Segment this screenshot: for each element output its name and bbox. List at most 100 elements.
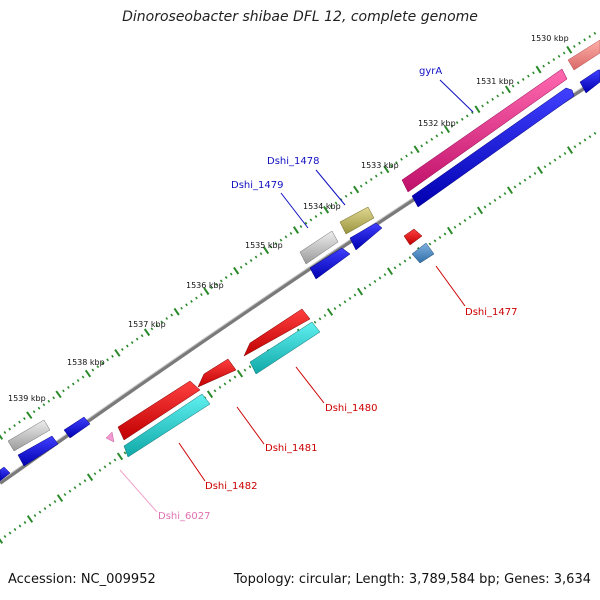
gene-feature-blue-1[interactable]	[579, 69, 600, 94]
gene-label-Dshi_1478[interactable]: Dshi_1478	[267, 156, 319, 167]
outer-minor-tick	[91, 368, 95, 372]
gene-label-gyrA[interactable]: gyrA	[419, 66, 442, 77]
gene-feature-gyrA[interactable]	[401, 68, 568, 193]
outer-minor-tick	[37, 406, 41, 410]
inner-minor-tick	[483, 205, 487, 209]
inner-minor-tick	[78, 482, 82, 486]
outer-minor-tick	[121, 348, 124, 351]
inner-major-tick	[26, 515, 34, 523]
outer-minor-tick	[224, 276, 228, 279]
gene-label-Dshi_1481[interactable]: Dshi_1481	[265, 443, 317, 454]
outer-minor-tick	[460, 117, 464, 121]
inner-minor-tick	[323, 313, 327, 317]
inner-minor-tick	[443, 232, 447, 236]
inner-minor-tick	[543, 165, 547, 169]
inner-major-tick	[206, 390, 214, 399]
inner-minor-tick	[473, 212, 477, 216]
inner-minor-tick	[573, 145, 577, 149]
scale-label-1537: 1537 kbp	[128, 320, 166, 329]
outer-minor-tick	[450, 124, 454, 128]
inner-minor-tick	[368, 283, 372, 287]
gene-feature-blue-2[interactable]	[411, 87, 575, 208]
inner-minor-tick	[63, 493, 67, 497]
inner-minor-tick	[553, 158, 557, 162]
inner-minor-tick	[548, 161, 552, 165]
outer-minor-tick	[67, 385, 70, 389]
gene-feature-Dshi_1477-steel[interactable]	[411, 242, 435, 264]
outer-minor-tick	[185, 303, 188, 307]
gene-label-Dshi_1477[interactable]: Dshi_1477	[465, 307, 517, 318]
outer-minor-tick	[521, 77, 525, 81]
scale-label-1535: 1535 kbp	[245, 241, 283, 250]
callout-Dshi_6027	[119, 469, 158, 513]
outer-minor-tick	[62, 389, 65, 393]
outer-minor-tick	[440, 131, 444, 135]
gene-feature-gray-left[interactable]	[7, 419, 51, 452]
scale-label-1533: 1533 kbp	[361, 161, 399, 170]
outer-minor-tick	[18, 420, 21, 424]
inner-major-tick	[0, 538, 4, 544]
gene-feature-Dshi_1478[interactable]	[339, 206, 375, 235]
outer-minor-tick	[349, 191, 353, 195]
outer-minor-tick	[359, 184, 363, 188]
outer-minor-tick	[329, 204, 333, 208]
gene-feature-blue-7[interactable]	[0, 466, 11, 482]
outer-minor-tick	[32, 410, 36, 414]
gene-feature-blue-5[interactable]	[63, 416, 91, 439]
outer-minor-tick	[249, 259, 253, 262]
gene-feature-Dshi_1482-cyan[interactable]	[123, 393, 211, 458]
outer-minor-tick	[42, 403, 46, 407]
gene-feature-blue-3[interactable]	[349, 222, 383, 251]
outer-minor-tick	[486, 101, 489, 105]
gene-feature-Dshi_1477-red[interactable]	[403, 228, 423, 246]
outer-minor-tick	[491, 97, 494, 101]
outer-minor-tick	[501, 91, 505, 95]
outer-minor-tick	[96, 365, 100, 369]
outer-minor-tick	[532, 71, 535, 75]
inner-major-tick	[536, 166, 544, 174]
gene-feature-blue-4[interactable]	[309, 247, 351, 280]
outer-minor-tick	[465, 114, 469, 118]
inner-minor-tick	[408, 256, 412, 260]
scale-label-1531: 1531 kbp	[476, 77, 514, 86]
gene-feature-Dshi_6027[interactable]	[105, 431, 115, 443]
outer-minor-tick	[395, 161, 398, 165]
inner-minor-tick	[438, 235, 442, 239]
scale-label-1536: 1536 kbp	[186, 281, 224, 290]
outer-minor-tick	[593, 31, 597, 35]
gene-feature-Dshi_1480-red[interactable]	[243, 308, 311, 357]
inner-minor-tick	[463, 219, 467, 222]
gene-feature-Dshi_1482-red[interactable]	[117, 380, 201, 441]
outer-minor-tick	[219, 279, 223, 283]
inner-minor-tick	[313, 320, 317, 324]
outer-major-tick	[535, 65, 542, 74]
accession-label: Accession: NC_009952	[8, 572, 156, 587]
gene-label-Dshi_6027[interactable]: Dshi_6027	[158, 511, 210, 522]
gene-feature-Dshi_1481-red[interactable]	[197, 358, 237, 388]
outer-minor-tick	[140, 334, 144, 338]
gene-label-Dshi_1482[interactable]: Dshi_1482	[205, 481, 257, 492]
gene-feature-salmon[interactable]	[567, 39, 600, 71]
gene-label-Dshi_1479[interactable]: Dshi_1479	[231, 180, 283, 191]
inner-minor-tick	[398, 263, 402, 266]
inner-minor-tick	[563, 151, 567, 155]
inner-major-tick	[476, 206, 484, 215]
gene-feature-Dshi_1480-cyan[interactable]	[249, 321, 321, 375]
gene-feature-blue-6[interactable]	[17, 435, 59, 467]
gene-label-Dshi_1480[interactable]: Dshi_1480	[325, 403, 377, 414]
outer-minor-tick	[180, 306, 183, 310]
inner-minor-tick	[428, 242, 432, 246]
inner-major-tick	[56, 494, 64, 502]
outer-minor-tick	[274, 242, 278, 245]
outer-minor-tick	[170, 313, 174, 317]
outer-major-tick	[443, 125, 451, 134]
inner-major-tick	[566, 146, 574, 154]
outer-major-tick	[233, 266, 240, 275]
inner-minor-tick	[578, 141, 582, 145]
inner-minor-tick	[533, 172, 537, 175]
inner-minor-tick	[103, 465, 107, 469]
outer-minor-tick	[259, 252, 263, 256]
gene-feature-Dshi_1479[interactable]	[299, 230, 339, 265]
inner-major-tick	[356, 287, 364, 296]
outer-major-tick	[84, 369, 92, 378]
